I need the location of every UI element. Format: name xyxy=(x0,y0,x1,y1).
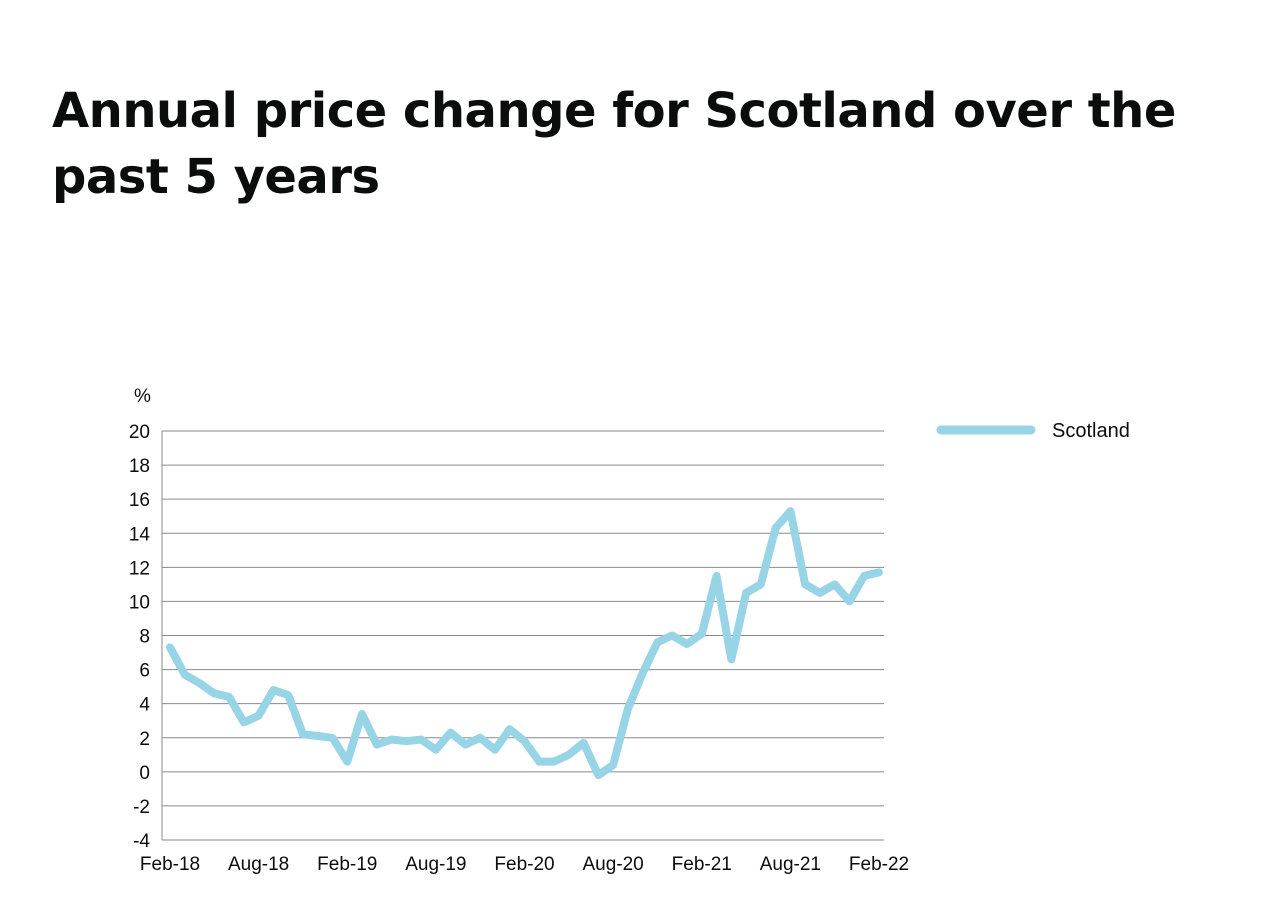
y-tick-label: 10 xyxy=(129,592,150,613)
y-tick-label: 0 xyxy=(139,763,150,784)
y-axis-unit: % xyxy=(134,386,151,407)
y-tick-label: 18 xyxy=(129,456,150,477)
y-tick-label: 16 xyxy=(129,490,150,511)
series-layer xyxy=(166,507,883,780)
y-tick-label: 14 xyxy=(129,524,151,545)
y-axis: -4 -2 0 2 4 6 8 10 12 14 16 18 20% xyxy=(129,386,163,852)
y-tick-label: 8 xyxy=(139,627,150,648)
y-tick-label: 12 xyxy=(129,558,150,579)
x-tick-label: Aug-19 xyxy=(405,854,466,875)
x-axis: Feb-18 Aug-18 Feb-19 Aug-19 Feb-20 Aug-20 Feb-… xyxy=(140,854,909,875)
y-tick-label: 2 xyxy=(139,729,150,750)
y-tick-label: -4 xyxy=(133,831,150,852)
y-tick-label: 6 xyxy=(139,661,150,682)
x-tick-label: Feb-20 xyxy=(494,854,554,875)
x-tick-label: Feb-18 xyxy=(140,854,200,875)
y-tick-label: 20 xyxy=(129,422,150,443)
y-tick-label: 4 xyxy=(139,695,150,716)
series-line-scotland xyxy=(166,507,883,780)
x-tick-label: Feb-21 xyxy=(672,854,732,875)
x-tick-label: Aug-20 xyxy=(582,854,643,875)
chart-legend: Scotland xyxy=(936,420,1130,442)
y-tick-label: -2 xyxy=(133,797,150,818)
page-title: Annual price change for Scotland over th… xyxy=(52,83,1176,205)
chart-gridlines xyxy=(162,430,884,841)
x-tick-label: Aug-21 xyxy=(760,854,821,875)
x-tick-label: Aug-18 xyxy=(228,854,289,875)
legend-label: Scotland xyxy=(1052,420,1130,442)
x-tick-label: Feb-22 xyxy=(849,854,909,875)
x-tick-label: Feb-19 xyxy=(317,854,377,875)
